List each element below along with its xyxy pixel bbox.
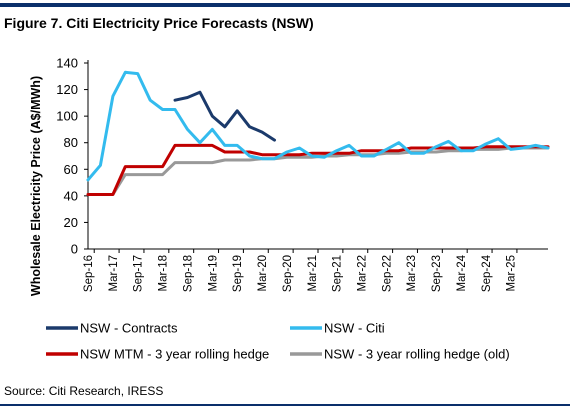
series-line-nsw-citi: [86, 70, 550, 182]
x-tick-label: Mar-19: [207, 255, 219, 291]
top-rule: [0, 3, 570, 7]
legend-label: NSW - Citi: [324, 321, 385, 336]
x-tick-label: Sep-22: [381, 255, 393, 292]
x-tick-label: Sep-24: [481, 254, 493, 292]
legend-label: NSW - 3 year rolling hedge (old): [324, 347, 510, 362]
legend-item: NSW - Citi: [290, 321, 385, 336]
y-tick-label: 40: [64, 188, 78, 203]
x-tick-label: Sep-21: [332, 255, 344, 292]
legend-item: NSW MTM - 3 year rolling hedge: [46, 347, 269, 362]
series-line-nsw-3-year-rolling-hedge-old: [86, 146, 550, 196]
y-tick-label: 140: [56, 56, 78, 71]
x-tick-label: Sep-17: [133, 255, 145, 292]
chart-series: [86, 70, 550, 196]
x-tick-label: Mar-22: [357, 255, 369, 291]
x-tick-label: Mar-18: [158, 255, 170, 291]
y-tick-label: 100: [56, 109, 78, 124]
x-tick-label: Mar-25: [506, 255, 518, 291]
y-axis-label: Wholesale Electricity Price (A$/MWh): [29, 76, 43, 296]
bottom-rule: [0, 404, 570, 406]
legend-item: NSW - Contracts: [46, 321, 178, 336]
x-tick-label: Mar-17: [108, 255, 120, 291]
chart-legend: NSW - Contracts NSW - Citi NSW MTM - 3 yea…: [46, 321, 510, 362]
source-note: Source: Citi Research, IRESS: [4, 384, 164, 398]
y-tick-label: 60: [64, 162, 78, 177]
y-tick-label: 0: [71, 242, 78, 257]
x-tick-label: Mar-20: [257, 255, 269, 291]
x-tick-label: Sep-23: [431, 255, 443, 292]
y-tick-label: 20: [64, 215, 78, 230]
legend-item: NSW - 3 year rolling hedge (old): [290, 347, 510, 362]
x-tick-labels: Sep-16 Mar-17 Sep-17 Mar-18 Sep-18 Mar-19 Sep-…: [83, 249, 518, 292]
legend-label: NSW - Contracts: [80, 321, 178, 336]
y-tick-labels: 0 20 40 60 80 100 120 140: [56, 56, 88, 257]
x-tick-label: Mar-23: [406, 255, 418, 291]
y-tick-label: 120: [56, 82, 78, 97]
x-tick-label: Sep-18: [182, 255, 194, 292]
figure-title: Figure 7. Citi Electricity Price Forecas…: [4, 15, 314, 31]
x-tick-label: Mar-24: [456, 254, 468, 291]
x-tick-label: Sep-20: [282, 255, 294, 292]
series-line-nsw-contracts: [173, 90, 276, 142]
line-chart: 0 20 40 60 80 100 120 140 Sep-16 Mar-17 Sep-17 Mar…: [29, 56, 550, 362]
y-tick-label: 80: [64, 135, 78, 150]
series-line-nsw-mtm-3-year-rolling-hedge: [86, 143, 550, 196]
x-tick-label: Sep-16: [83, 255, 95, 292]
legend-label: NSW MTM - 3 year rolling hedge: [80, 347, 269, 362]
x-tick-label: Mar-21: [307, 255, 319, 291]
x-tick-label: Sep-19: [232, 255, 244, 292]
